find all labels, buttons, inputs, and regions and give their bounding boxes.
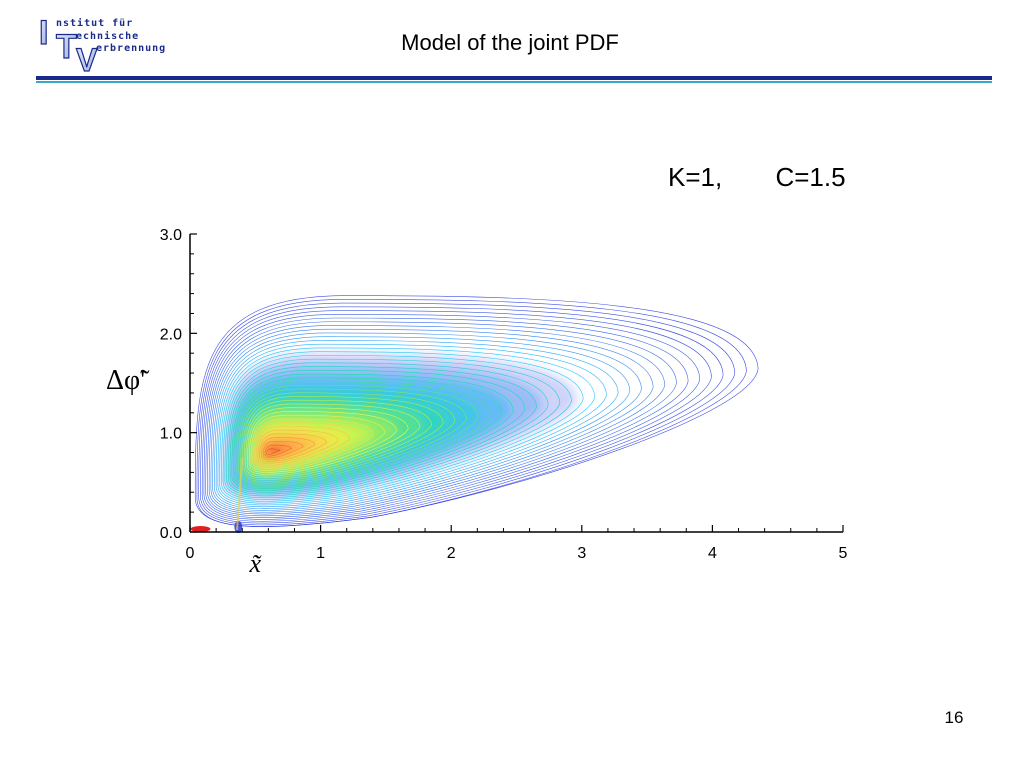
- contour-line: [215, 340, 619, 508]
- contour-line: [262, 441, 304, 459]
- contour-line: [247, 407, 409, 475]
- contour-line: [243, 399, 432, 479]
- contour-line: [224, 358, 561, 499]
- header-rule: [36, 76, 992, 80]
- y-axis-label: Δφ̃': [106, 365, 150, 396]
- contour-line: [257, 429, 339, 464]
- logo-letters: I T V: [38, 13, 98, 78]
- logo-letter-i: I: [39, 14, 48, 52]
- contour-fill-band: [249, 411, 398, 473]
- logo-line-1: nstitut für: [56, 18, 134, 29]
- institute-logo: I T V nstitut für echnische erbrennung: [36, 13, 186, 78]
- contour-line: [219, 347, 596, 504]
- contour-line: [231, 373, 514, 491]
- contour-line: [205, 317, 689, 518]
- contour-line: [259, 433, 328, 462]
- contour-fill-band: [265, 446, 287, 456]
- contour-line: [234, 381, 491, 488]
- ridge-streak: [236, 457, 244, 531]
- chart-ticks: 0.0 1.0 2.0 3.0 0 1 2 3 4 5: [160, 227, 848, 562]
- x-tick-label: 3: [577, 545, 586, 562]
- contour-line: [233, 377, 502, 489]
- contour-line: [217, 343, 607, 506]
- contour-fill-layer: [222, 353, 577, 501]
- contour-line: [228, 366, 537, 495]
- contour-line: [194, 295, 759, 527]
- chart-axes: [189, 234, 843, 533]
- contour-line: [222, 355, 572, 500]
- contour-line-layer: [194, 295, 759, 527]
- contour-extras-layer: [190, 457, 244, 534]
- contour-fill-band: [245, 402, 424, 477]
- y-tick-label: 2.0: [160, 326, 182, 343]
- contour-fill-band: [241, 394, 451, 481]
- contour-line: [238, 388, 467, 484]
- param-k: K=1,: [668, 162, 723, 192]
- contour-line: [203, 313, 701, 520]
- contour-line: [245, 403, 421, 477]
- logo-letter-v: V: [76, 42, 98, 72]
- y-tick-label: 1.0: [160, 426, 182, 443]
- x-axis-label: x̃: [249, 549, 263, 578]
- x-tick-label: 1: [316, 545, 325, 562]
- contour-line: [248, 411, 397, 473]
- contour-line: [252, 418, 374, 470]
- header-rule-accent: [36, 81, 992, 83]
- x-tick-label: 5: [839, 545, 848, 562]
- contour-fill-band: [261, 437, 315, 460]
- contour-line: [200, 306, 724, 524]
- contour-line: [236, 384, 479, 486]
- contour-line: [255, 426, 351, 466]
- y-tick-label: 0.0: [160, 525, 182, 542]
- logo-letter-t: T: [56, 28, 77, 66]
- contour-line: [212, 332, 642, 511]
- contour-fill-band: [236, 384, 480, 486]
- contour-fill-band: [266, 449, 278, 454]
- contour-line: [241, 396, 444, 480]
- contour-line: [250, 414, 386, 471]
- contour-fill-band: [252, 418, 374, 469]
- contour-line: [208, 325, 666, 515]
- contour-line: [226, 362, 549, 497]
- contour-line: [254, 422, 362, 468]
- y-tick-label: 3.0: [160, 227, 182, 244]
- low-x-density-spike: [190, 526, 211, 533]
- logo-line-3: erbrennung: [96, 43, 167, 54]
- contour-line: [221, 351, 584, 502]
- contour-line: [214, 336, 631, 509]
- parameter-annotation: K=1, C=1.5: [668, 162, 846, 193]
- contour-line: [266, 448, 281, 455]
- contour-fill-band: [255, 425, 352, 466]
- contour-fill-band: [258, 432, 332, 463]
- chart-labels: x̃ Δφ̃': [106, 365, 262, 578]
- contour-fill-band: [222, 353, 577, 501]
- param-c: C=1.5: [775, 162, 846, 192]
- contour-line: [229, 370, 526, 493]
- contour-fill-band: [263, 442, 300, 458]
- contour-line: [196, 299, 747, 527]
- contour-fill-band: [227, 364, 543, 496]
- contour-line: [201, 310, 712, 522]
- x-tick-label: 0: [186, 545, 195, 562]
- slide-title: Model of the joint PDF: [401, 30, 619, 55]
- contour-line: [261, 437, 316, 461]
- x-tick-label: 2: [447, 545, 456, 562]
- contour-line: [207, 321, 677, 517]
- contour-fill-band: [232, 374, 511, 491]
- contour-line: [240, 392, 456, 482]
- logo-line-2: echnische: [76, 31, 140, 42]
- page-number: 16: [944, 708, 964, 727]
- contour-line: [198, 302, 736, 526]
- contour-line: [264, 444, 293, 457]
- x-tick-label: 4: [708, 545, 717, 562]
- contour-line: [210, 328, 654, 513]
- secondary-density-spike: [234, 521, 243, 534]
